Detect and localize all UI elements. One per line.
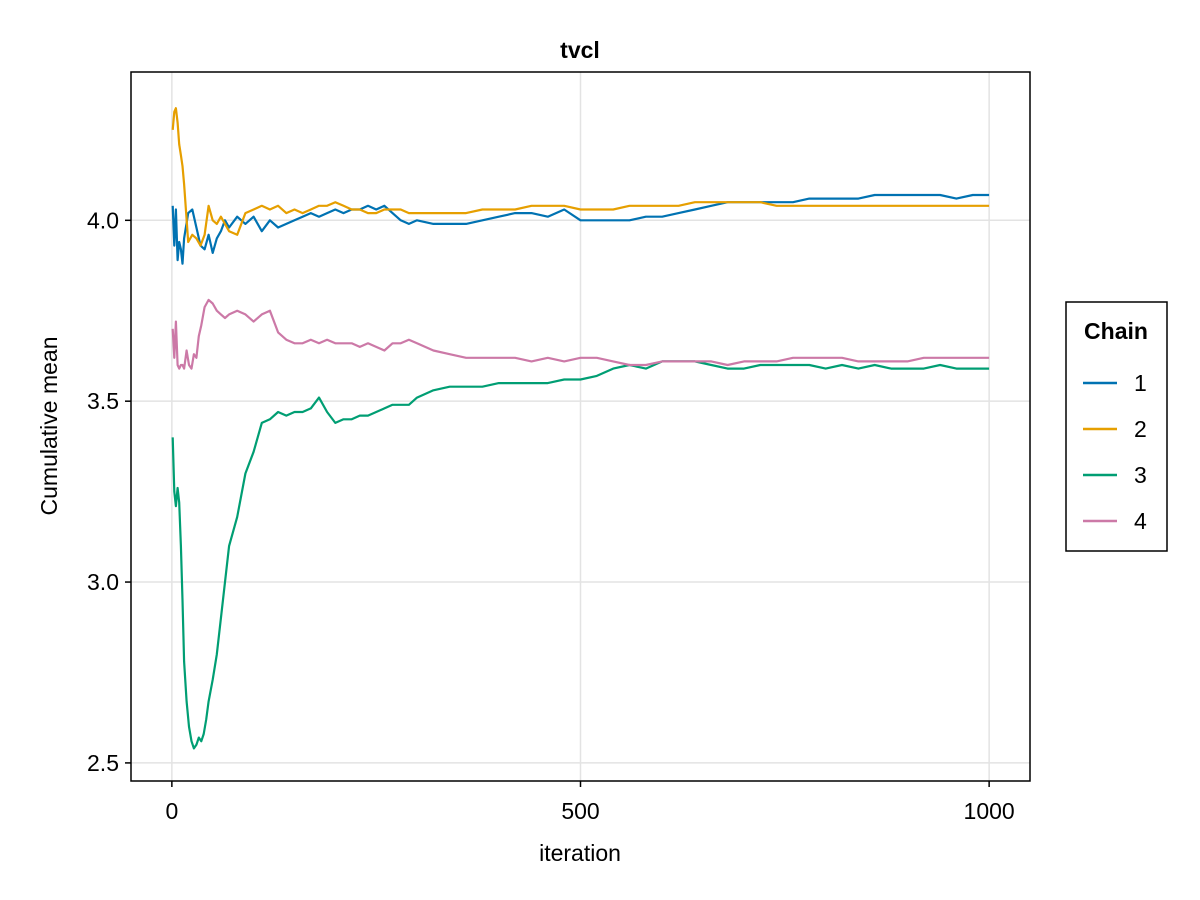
series-line-1 (171, 193, 990, 265)
y-tick-label: 3.0 (87, 569, 119, 595)
y-axis: 2.5 3.0 3.5 4.0 (87, 207, 131, 776)
series-line-2 (171, 107, 990, 247)
grid (131, 72, 1030, 781)
series-line-4 (171, 298, 990, 370)
x-tick-label: 1000 (964, 798, 1015, 824)
x-axis: 0 500 1000 (165, 781, 1015, 824)
x-tick-label: 500 (561, 798, 599, 824)
x-axis-label: iteration (539, 840, 621, 866)
chart-title: tvcl (560, 37, 600, 63)
legend-label-4: 4 (1134, 508, 1147, 534)
y-tick-label: 2.5 (87, 750, 119, 776)
legend-label-3: 3 (1134, 462, 1147, 488)
y-axis-label: Cumulative mean (36, 337, 62, 516)
legend-items: 1 2 3 4 (1083, 370, 1147, 534)
y-tick-label: 3.5 (87, 388, 119, 414)
series-line-3 (171, 360, 990, 750)
legend: Chain 1 2 3 4 (1065, 301, 1168, 552)
legend-label-1: 1 (1134, 370, 1147, 396)
x-tick-label: 0 (165, 798, 178, 824)
legend-label-2: 2 (1134, 416, 1147, 442)
plot-area (171, 107, 990, 750)
y-tick-label: 4.0 (87, 207, 119, 233)
legend-box (1065, 301, 1168, 552)
legend-title: Chain (1084, 318, 1148, 344)
